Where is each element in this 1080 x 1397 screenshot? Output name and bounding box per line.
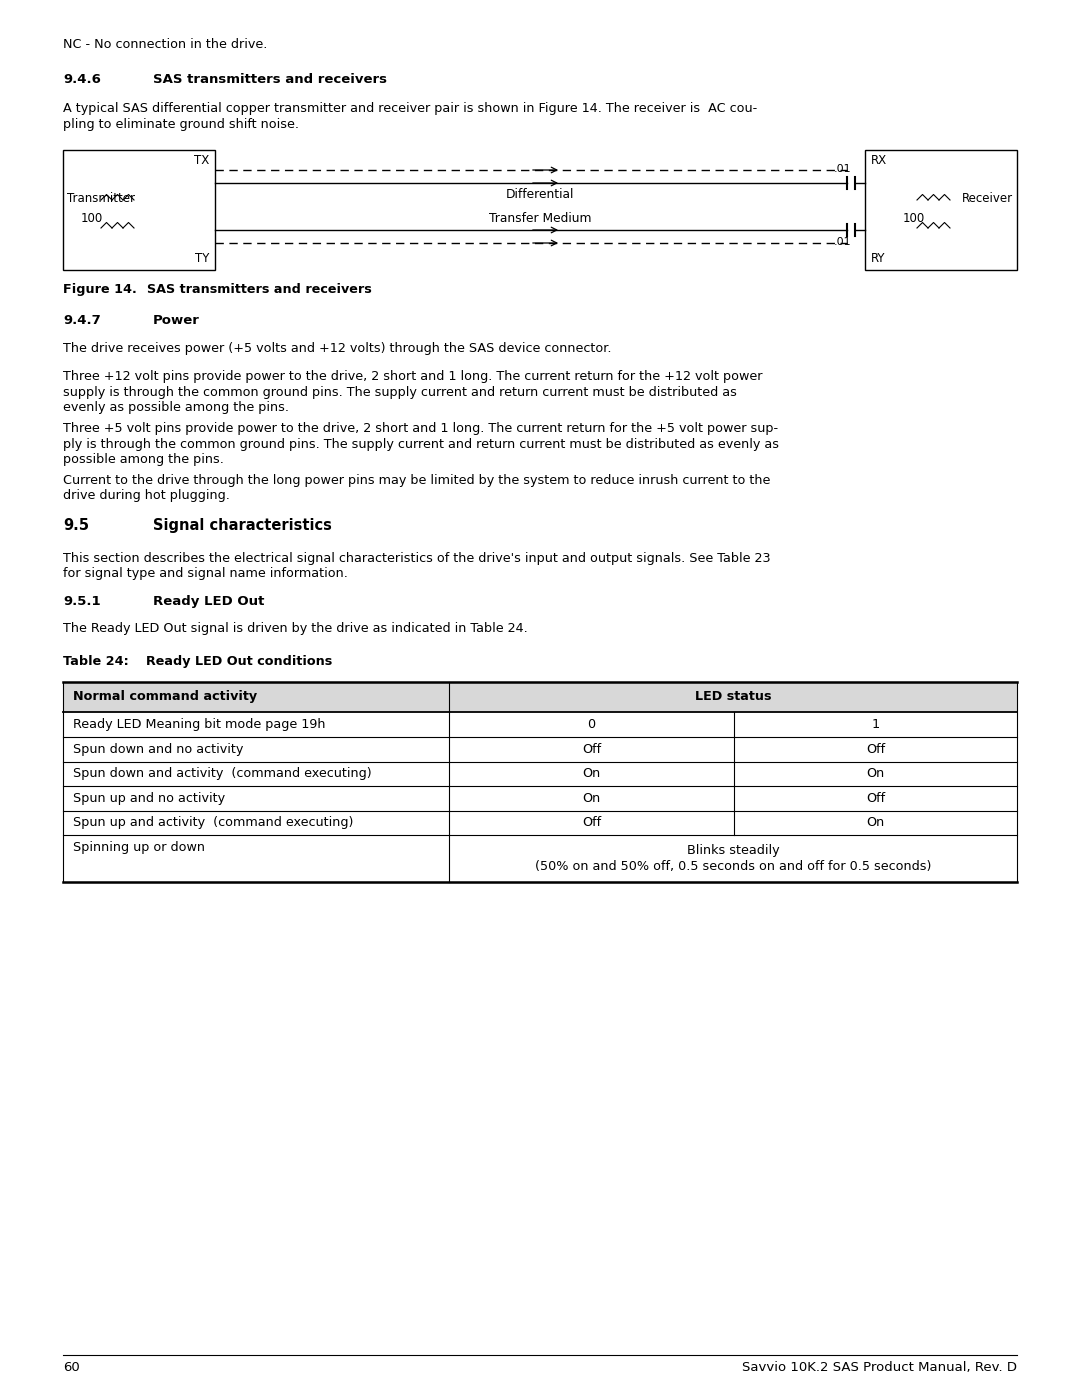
Text: Off: Off [582, 743, 602, 756]
Text: Spun down and no activity: Spun down and no activity [73, 743, 243, 756]
Text: .01: .01 [834, 237, 852, 247]
Bar [63, 682, 1017, 711]
Text: Savvio 10K.2 SAS Product Manual, Rev. D: Savvio 10K.2 SAS Product Manual, Rev. D [742, 1361, 1017, 1375]
Text: Spun up and no activity: Spun up and no activity [73, 792, 225, 805]
Text: The drive receives power (+5 volts and +12 volts) through the SAS device connect: The drive receives power (+5 volts and +… [63, 342, 611, 355]
Text: SAS transmitters and receivers: SAS transmitters and receivers [153, 73, 387, 87]
Text: NC - No connection in the drive.: NC - No connection in the drive. [63, 38, 268, 52]
Text: 100: 100 [903, 211, 926, 225]
Text: possible among the pins.: possible among the pins. [63, 453, 224, 467]
Text: Off: Off [866, 792, 885, 805]
Text: (50% on and 50% off, 0.5 seconds on and off for 0.5 seconds): (50% on and 50% off, 0.5 seconds on and … [535, 859, 931, 873]
Text: 9.4.6: 9.4.6 [63, 73, 100, 87]
Text: for signal type and signal name information.: for signal type and signal name informat… [63, 567, 348, 581]
Text: Receiver: Receiver [962, 191, 1013, 204]
Text: RY: RY [870, 251, 886, 265]
Text: Spinning up or down: Spinning up or down [73, 841, 205, 854]
Text: Table 24:: Table 24: [63, 655, 129, 668]
Text: Off: Off [582, 816, 602, 830]
Text: 9.5.1: 9.5.1 [63, 595, 100, 608]
Text: drive during hot plugging.: drive during hot plugging. [63, 489, 230, 503]
Text: Figure 14.: Figure 14. [63, 284, 137, 296]
Text: Three +12 volt pins provide power to the drive, 2 short and 1 long. The current : Three +12 volt pins provide power to the… [63, 370, 762, 383]
Text: Differential: Differential [505, 189, 575, 201]
Text: Ready LED Out: Ready LED Out [153, 595, 265, 608]
Text: ply is through the common ground pins. The supply current and return current mus: ply is through the common ground pins. T… [63, 437, 779, 450]
Bar [63, 149, 215, 270]
Text: Three +5 volt pins provide power to the drive, 2 short and 1 long. The current r: Three +5 volt pins provide power to the … [63, 422, 778, 434]
Text: Blinks steadily: Blinks steadily [687, 844, 780, 856]
Text: A typical SAS differential copper transmitter and receiver pair is shown in Figu: A typical SAS differential copper transm… [63, 102, 757, 115]
Text: evenly as possible among the pins.: evenly as possible among the pins. [63, 401, 289, 414]
Text: Ready LED Out conditions: Ready LED Out conditions [129, 655, 333, 668]
Text: pling to eliminate ground shift noise.: pling to eliminate ground shift noise. [63, 117, 299, 131]
Text: 9.5: 9.5 [63, 518, 89, 534]
Text: This section describes the electrical signal characteristics of the drive's inpu: This section describes the electrical si… [63, 552, 771, 564]
Text: Signal characteristics: Signal characteristics [153, 518, 332, 534]
Text: On: On [866, 816, 885, 830]
Text: On: On [582, 767, 600, 781]
Text: The Ready LED Out signal is driven by the drive as indicated in Table 24.: The Ready LED Out signal is driven by th… [63, 622, 528, 636]
Text: LED status: LED status [694, 690, 771, 703]
Text: 9.4.7: 9.4.7 [63, 314, 100, 327]
Text: Spun up and activity  (command executing): Spun up and activity (command executing) [73, 816, 353, 830]
Text: Spun down and activity  (command executing): Spun down and activity (command executin… [73, 767, 372, 781]
Text: Transmitter: Transmitter [67, 191, 135, 204]
Text: Off: Off [866, 743, 885, 756]
Text: RX: RX [870, 154, 887, 168]
Text: Transfer Medium: Transfer Medium [489, 212, 591, 225]
Text: Normal command activity: Normal command activity [73, 690, 257, 703]
Text: 1: 1 [872, 718, 879, 731]
Text: .01: .01 [834, 163, 852, 175]
Text: 100: 100 [81, 211, 104, 225]
Text: Ready LED Meaning bit mode page 19h: Ready LED Meaning bit mode page 19h [73, 718, 325, 731]
Text: supply is through the common ground pins. The supply current and return current : supply is through the common ground pins… [63, 386, 737, 398]
Text: TY: TY [194, 251, 210, 265]
Text: Current to the drive through the long power pins may be limited by the system to: Current to the drive through the long po… [63, 474, 770, 488]
Text: 0: 0 [588, 718, 595, 731]
Text: 60: 60 [63, 1361, 80, 1375]
Text: SAS transmitters and receivers: SAS transmitters and receivers [129, 284, 372, 296]
Text: On: On [582, 792, 600, 805]
Text: On: On [866, 767, 885, 781]
Text: Power: Power [153, 314, 200, 327]
Text: TX: TX [193, 154, 210, 168]
Bar [865, 149, 1017, 270]
